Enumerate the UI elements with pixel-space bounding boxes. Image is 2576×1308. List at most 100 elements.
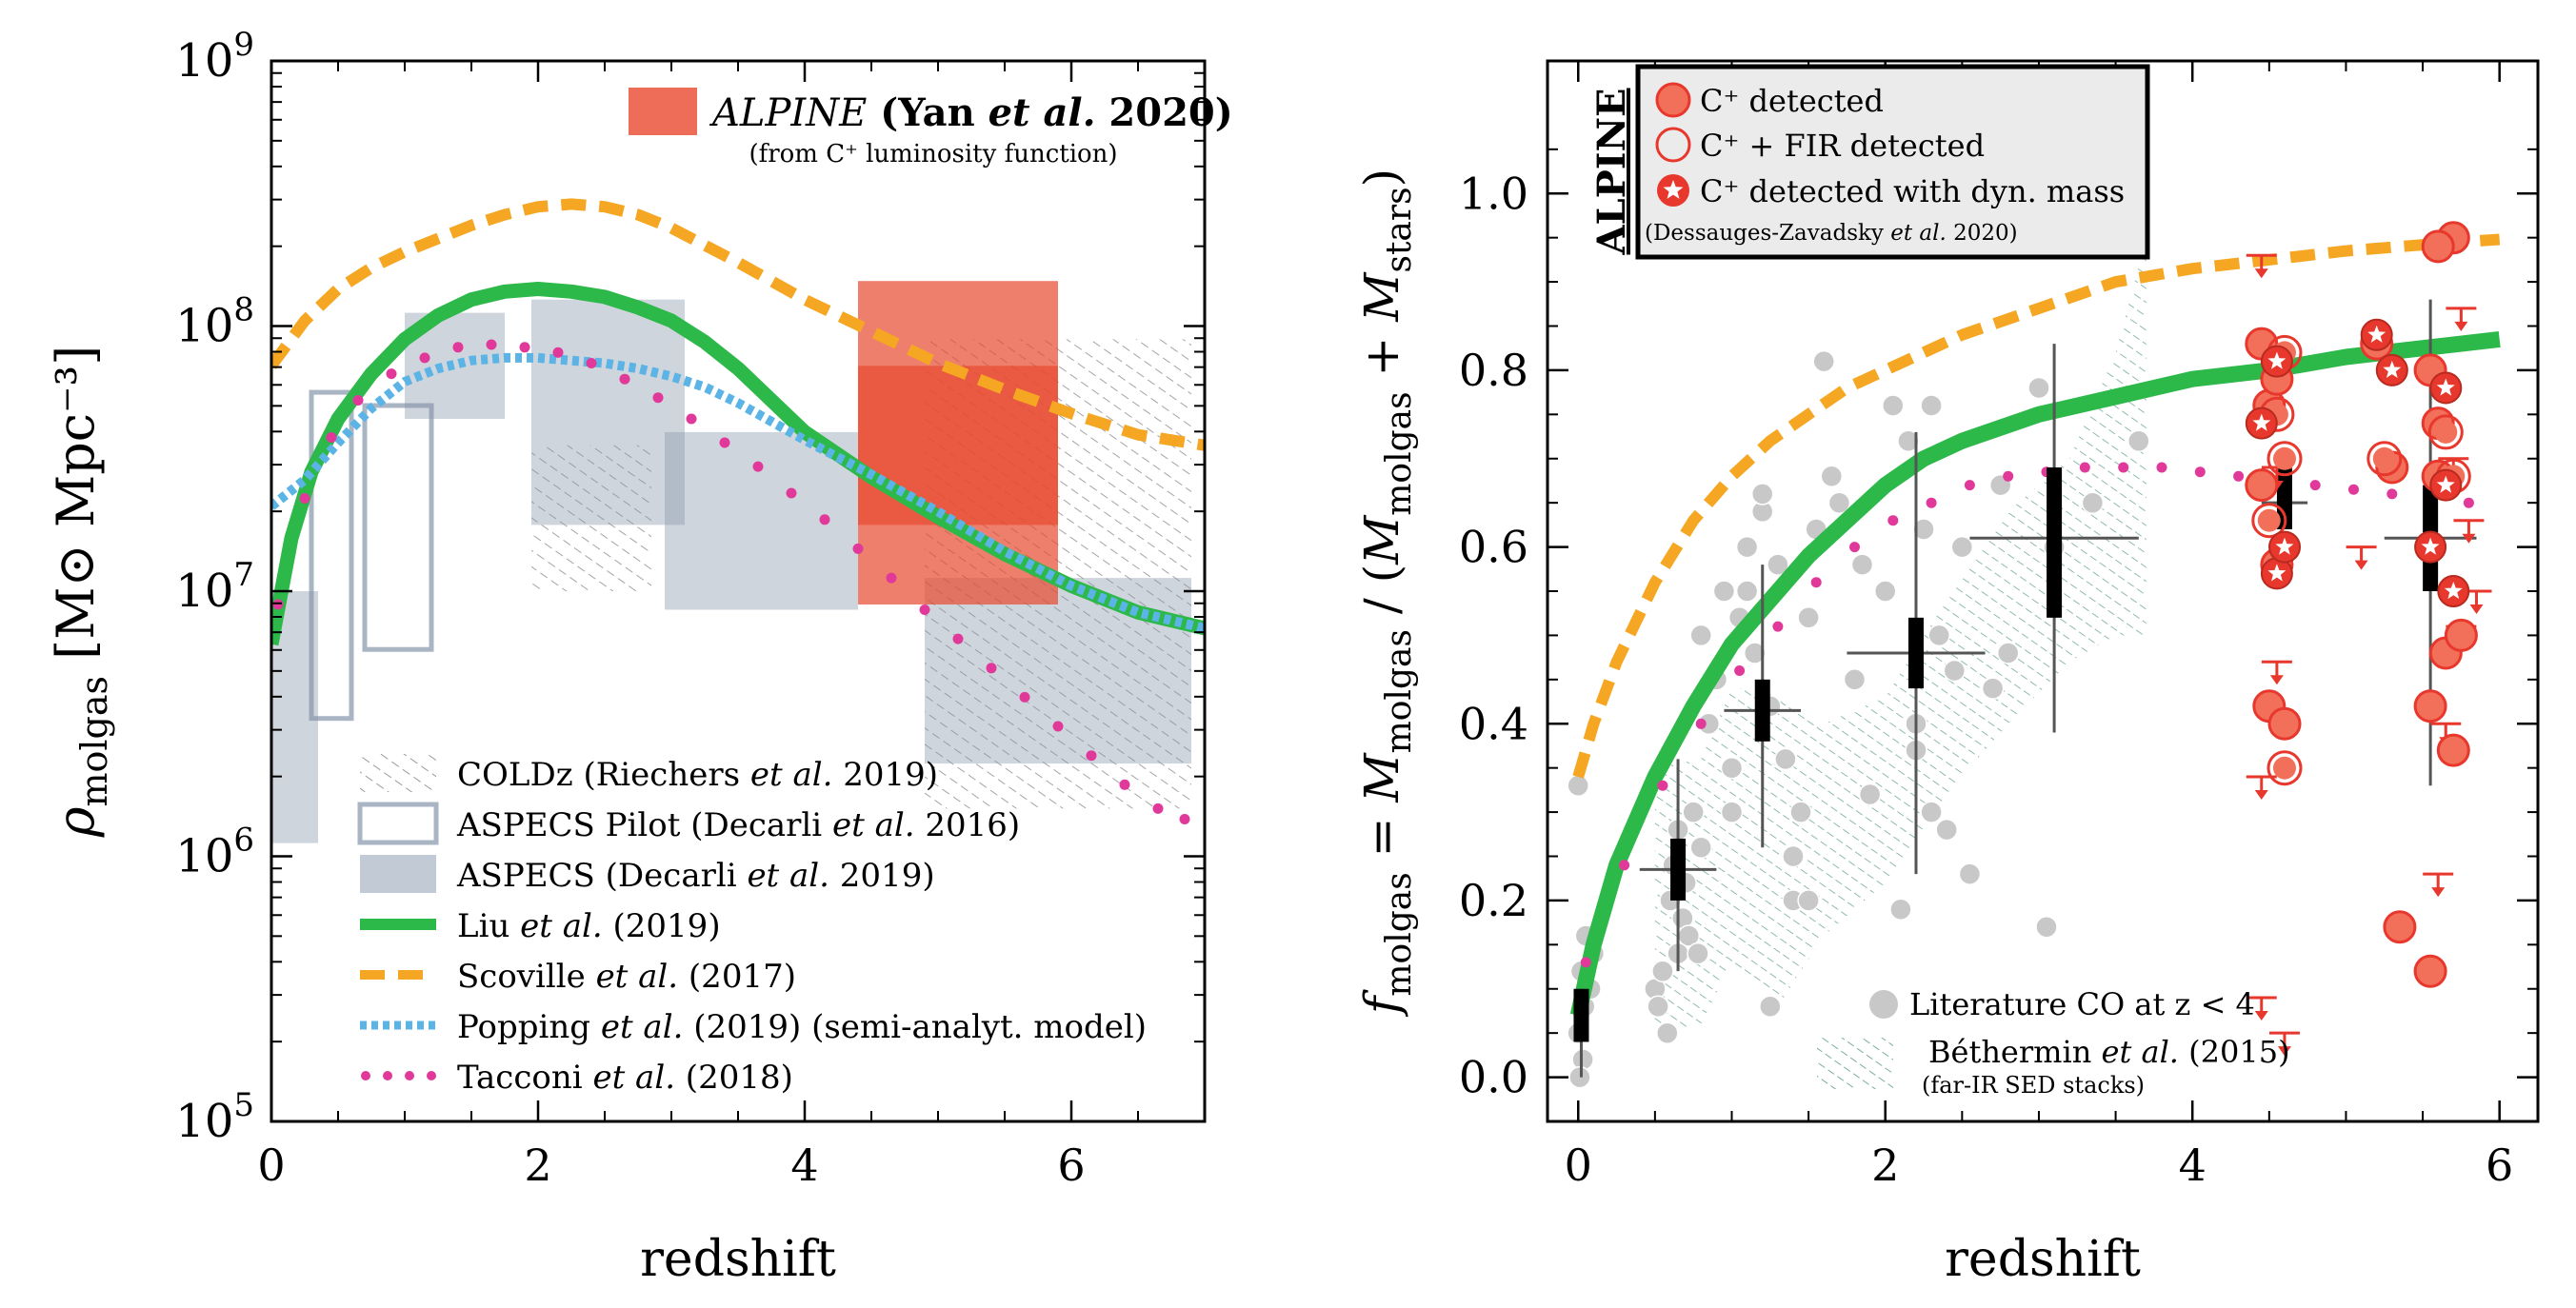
legend-aspecs-label: ASPECS (Decarli et al. 2019)	[456, 857, 935, 895]
alpine-c-detected-point	[2436, 733, 2470, 767]
legend-coldz-label: COLDz (Riechers et al. 2019)	[457, 756, 938, 794]
legend-open-marker	[1655, 127, 1691, 163]
alpine-dyn-mass-star	[2436, 475, 2455, 493]
legend-etal: et al.	[592, 1059, 675, 1097]
legend-pre: Tacconi	[457, 1059, 592, 1097]
literature-co-point	[1651, 960, 1674, 982]
tacconi-point	[2348, 484, 2359, 495]
tacconi-point	[1887, 515, 1899, 526]
y-label-close: )	[1354, 168, 1409, 188]
literature-co-point	[2035, 916, 2058, 939]
literature-co-point	[1759, 995, 1782, 1019]
legend-alpine-sub: (from C⁺ luminosity function)	[749, 140, 1117, 168]
legend-literature-label: Literature CO at z < 4	[1909, 986, 2255, 1022]
x-tick-label: 0	[1565, 1140, 1592, 1191]
legend-alpine-rest: (Yan	[867, 90, 988, 135]
alpine-c-fir-core	[2257, 508, 2281, 532]
median-bar	[1573, 988, 1589, 1042]
literature-co-point	[1774, 747, 1797, 771]
literature-co-point	[1920, 394, 1943, 417]
alpine-side-label: ALPINE	[1589, 89, 1634, 256]
literature-co-point	[1782, 844, 1805, 868]
upper-limit-arrow	[2354, 560, 2368, 570]
legend-top-label-filled: C⁺ detected	[1700, 83, 1884, 119]
legend-top-box	[1635, 64, 2150, 260]
legend-top-label-open: C⁺ + FIR detected	[1700, 128, 1985, 164]
legend-coldz-swatch	[360, 754, 436, 792]
legend-ref-post: 2020)	[1947, 221, 2018, 246]
literature-co-point	[1735, 535, 1759, 559]
y-label-m2-sub: molgas	[1380, 391, 1419, 515]
tacconi-point	[719, 437, 730, 448]
tacconi-point	[886, 572, 897, 584]
tacconi-point	[486, 339, 497, 350]
literature-co-point	[1682, 801, 1705, 823]
alpine-dyn-mass-star	[2436, 378, 2455, 396]
literature-co-point	[1743, 642, 1767, 664]
tacconi-point	[1810, 577, 1822, 588]
tacconi-point	[586, 358, 597, 368]
literature-co-point	[1789, 801, 1812, 823]
tacconi-point	[919, 604, 930, 615]
tacconi-point	[1152, 803, 1164, 814]
box-coldz-1	[531, 445, 651, 591]
y-tick-exp: 9	[233, 26, 254, 64]
tacconi-point	[2386, 488, 2398, 500]
tacconi-point	[419, 352, 430, 364]
y-tick-base: 10	[175, 1095, 233, 1148]
legend-post: (2018)	[675, 1059, 793, 1097]
tacconi-point	[2194, 466, 2206, 478]
popping-line	[271, 352, 1205, 633]
y-tick-exp: 8	[233, 291, 254, 329]
literature-co-point	[1912, 518, 1935, 541]
y-tick-label: 105	[175, 1086, 254, 1148]
legend-etal: et al.	[520, 907, 603, 945]
median-bar	[2047, 467, 2063, 618]
legend-bethermin-swatch	[1817, 1038, 1893, 1089]
literature-co-point	[1935, 818, 1958, 842]
tacconi-point	[1052, 721, 1064, 732]
alpine-c-detected-point	[2383, 910, 2417, 944]
legend-alpine-year: 2020)	[1096, 90, 1233, 135]
y-tick-label: 0.8	[1459, 345, 1528, 396]
box-aspecs-pilot-3	[362, 403, 434, 652]
tacconi-point	[1734, 665, 1746, 676]
y-tick-exp: 5	[233, 1086, 254, 1124]
y-tick-label: 0.4	[1459, 698, 1528, 749]
literature-co-point	[1689, 836, 1712, 859]
tacconi-point	[1179, 814, 1190, 824]
x-tick-label: 6	[1057, 1140, 1085, 1191]
literature-co-point	[1735, 580, 1759, 603]
alpine-dyn-mass-star	[2267, 351, 2286, 369]
y-tick-exp: 7	[233, 556, 254, 594]
tacconi-point	[1580, 957, 1591, 968]
box-aspecs-pilot-2	[309, 389, 354, 722]
alpine-dyn-mass-star	[2421, 537, 2440, 555]
literature-co-point	[1568, 1065, 1591, 1089]
tacconi-point	[1619, 860, 1630, 871]
legend-ref-pre: (Dessauges-Zavadsky	[1645, 221, 1890, 246]
legend-post: (2019) (semi-analyt. model)	[683, 1008, 1147, 1046]
legend-popping-label: Popping et al. (2019) (semi-analyt. mode…	[457, 1008, 1147, 1046]
alpine-c-detected-point	[2267, 706, 2302, 741]
upper-limit-arrow	[2462, 533, 2476, 544]
legend-aspecs-pilot-swatch	[357, 802, 439, 845]
alpine-dyn-mass-star	[2267, 564, 2286, 582]
legend-etal: et al.	[747, 857, 829, 895]
x-axis-label: redshift	[640, 1231, 836, 1288]
tacconi-point	[752, 461, 764, 472]
legend-alpine-label: ALPINE (Yan et al. 2020)	[709, 90, 1233, 135]
tacconi-point	[619, 373, 630, 385]
literature-co-point	[1927, 624, 1950, 647]
y-label-f-sub: molgas	[1380, 872, 1419, 996]
alpine-c-fir-ring	[2366, 441, 2403, 477]
legend-alpine-swatch	[629, 88, 697, 135]
legend-pre: Scoville	[457, 958, 596, 996]
alpine-dyn-mass-star	[2275, 537, 2294, 555]
tacconi-point	[2233, 470, 2245, 482]
tacconi-point	[1657, 780, 1668, 791]
legend-bethermin-etal: et al.	[2102, 1034, 2179, 1070]
tacconi-point	[2309, 480, 2321, 491]
